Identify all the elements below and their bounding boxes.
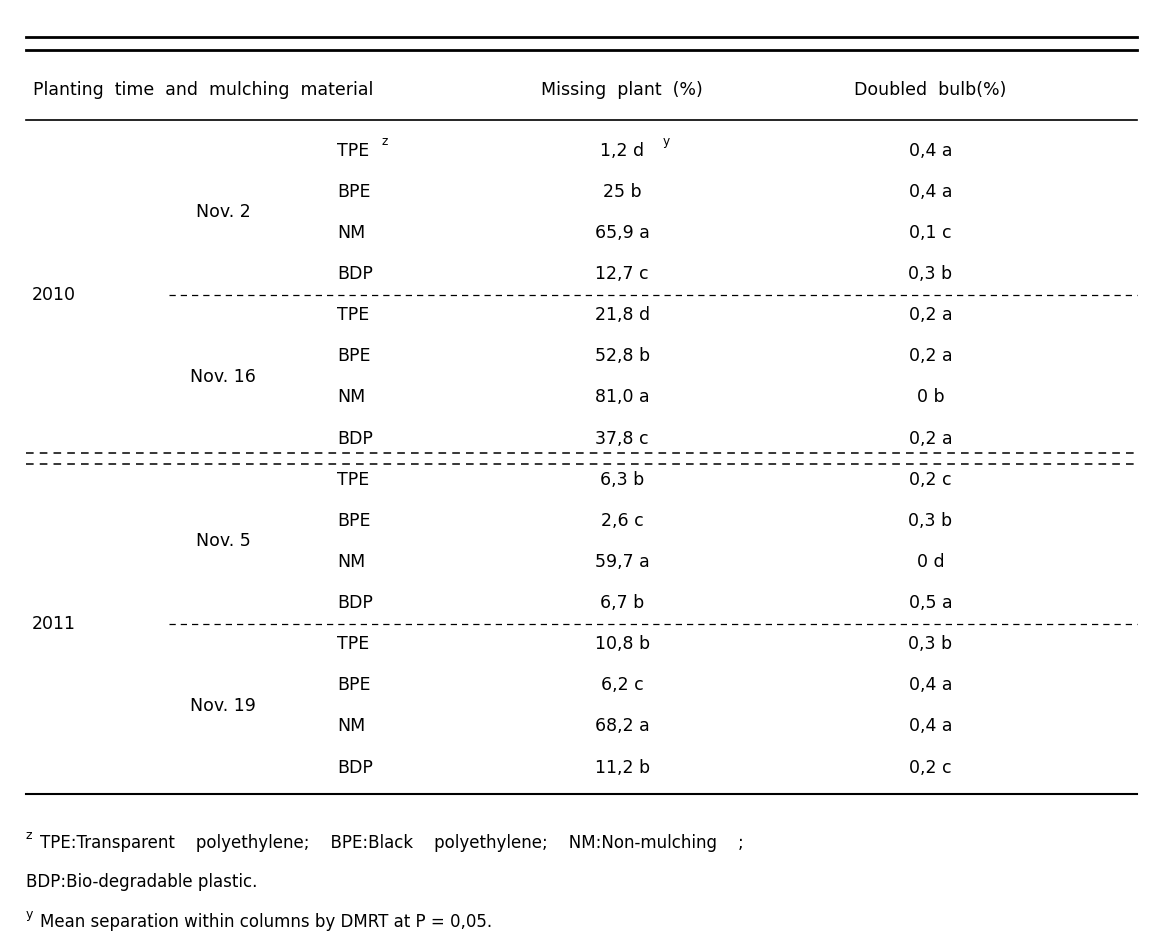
Text: 0 d: 0 d — [916, 553, 944, 571]
Text: 21,8 d: 21,8 d — [594, 306, 650, 324]
Text: 65,9 a: 65,9 a — [594, 223, 650, 242]
Text: BDP: BDP — [337, 758, 373, 777]
Text: 0,2 a: 0,2 a — [908, 347, 952, 366]
Text: Nov. 16: Nov. 16 — [191, 367, 256, 386]
Text: 25 b: 25 b — [602, 182, 642, 201]
Text: 2010: 2010 — [31, 285, 76, 304]
Text: BPE: BPE — [337, 511, 371, 530]
Text: z: z — [26, 829, 33, 842]
Text: Nov. 2: Nov. 2 — [195, 203, 251, 222]
Text: NM: NM — [337, 717, 365, 736]
Text: BDP: BDP — [337, 429, 373, 448]
Text: 6,2 c: 6,2 c — [601, 676, 643, 695]
Text: TPE: TPE — [337, 141, 370, 160]
Text: 0,2 a: 0,2 a — [908, 429, 952, 448]
Text: 0,5 a: 0,5 a — [908, 594, 952, 612]
Text: Nov. 19: Nov. 19 — [191, 697, 256, 715]
Text: 0,2 c: 0,2 c — [909, 758, 951, 777]
Text: 10,8 b: 10,8 b — [594, 635, 650, 654]
Text: Planting  time  and  mulching  material: Planting time and mulching material — [33, 80, 373, 99]
Text: 0,4 a: 0,4 a — [908, 717, 952, 736]
Text: Nov. 5: Nov. 5 — [195, 532, 251, 551]
Text: NM: NM — [337, 553, 365, 571]
Text: 0,4 a: 0,4 a — [908, 141, 952, 160]
Text: 52,8 b: 52,8 b — [594, 347, 650, 366]
Text: 0 b: 0 b — [916, 388, 944, 407]
Text: z: z — [381, 135, 387, 148]
Text: BPE: BPE — [337, 182, 371, 201]
Text: 11,2 b: 11,2 b — [594, 758, 650, 777]
Text: y: y — [26, 908, 33, 921]
Text: 0,4 a: 0,4 a — [908, 182, 952, 201]
Text: 2,6 c: 2,6 c — [601, 511, 643, 530]
Text: 6,7 b: 6,7 b — [600, 594, 644, 612]
Text: 0,3 b: 0,3 b — [908, 511, 952, 530]
Text: 37,8 c: 37,8 c — [595, 429, 649, 448]
Text: 0,2 a: 0,2 a — [908, 306, 952, 324]
Text: 81,0 a: 81,0 a — [595, 388, 649, 407]
Text: 68,2 a: 68,2 a — [594, 717, 650, 736]
Text: BPE: BPE — [337, 676, 371, 695]
Text: 12,7 c: 12,7 c — [595, 265, 649, 283]
Text: TPE: TPE — [337, 306, 370, 324]
Text: 59,7 a: 59,7 a — [594, 553, 650, 571]
Text: 0,3 b: 0,3 b — [908, 635, 952, 654]
Text: 2011: 2011 — [31, 614, 76, 633]
Text: Missing  plant  (%): Missing plant (%) — [541, 80, 704, 99]
Text: NM: NM — [337, 388, 365, 407]
Text: TPE: TPE — [337, 635, 370, 654]
Text: TPE: TPE — [337, 470, 370, 489]
Text: NM: NM — [337, 223, 365, 242]
Text: BDP: BDP — [337, 265, 373, 283]
Text: 0,2 c: 0,2 c — [909, 470, 951, 489]
Text: Doubled  bulb(%): Doubled bulb(%) — [854, 80, 1007, 99]
Text: 6,3 b: 6,3 b — [600, 470, 644, 489]
Text: BDP:Bio-degradable plastic.: BDP:Bio-degradable plastic. — [26, 873, 257, 891]
Text: 0,4 a: 0,4 a — [908, 676, 952, 695]
Text: 0,1 c: 0,1 c — [909, 223, 951, 242]
Text: 1,2 d: 1,2 d — [600, 141, 644, 160]
Text: TPE:Transparent    polyethylene;    BPE:Black    polyethylene;    NM:Non-mulchin: TPE:Transparent polyethylene; BPE:Black … — [40, 834, 743, 852]
Text: BPE: BPE — [337, 347, 371, 366]
Text: 0,3 b: 0,3 b — [908, 265, 952, 283]
Text: Mean separation within columns by DMRT at P = 0,05.: Mean separation within columns by DMRT a… — [40, 913, 492, 930]
Text: BDP: BDP — [337, 594, 373, 612]
Text: y: y — [663, 135, 670, 148]
